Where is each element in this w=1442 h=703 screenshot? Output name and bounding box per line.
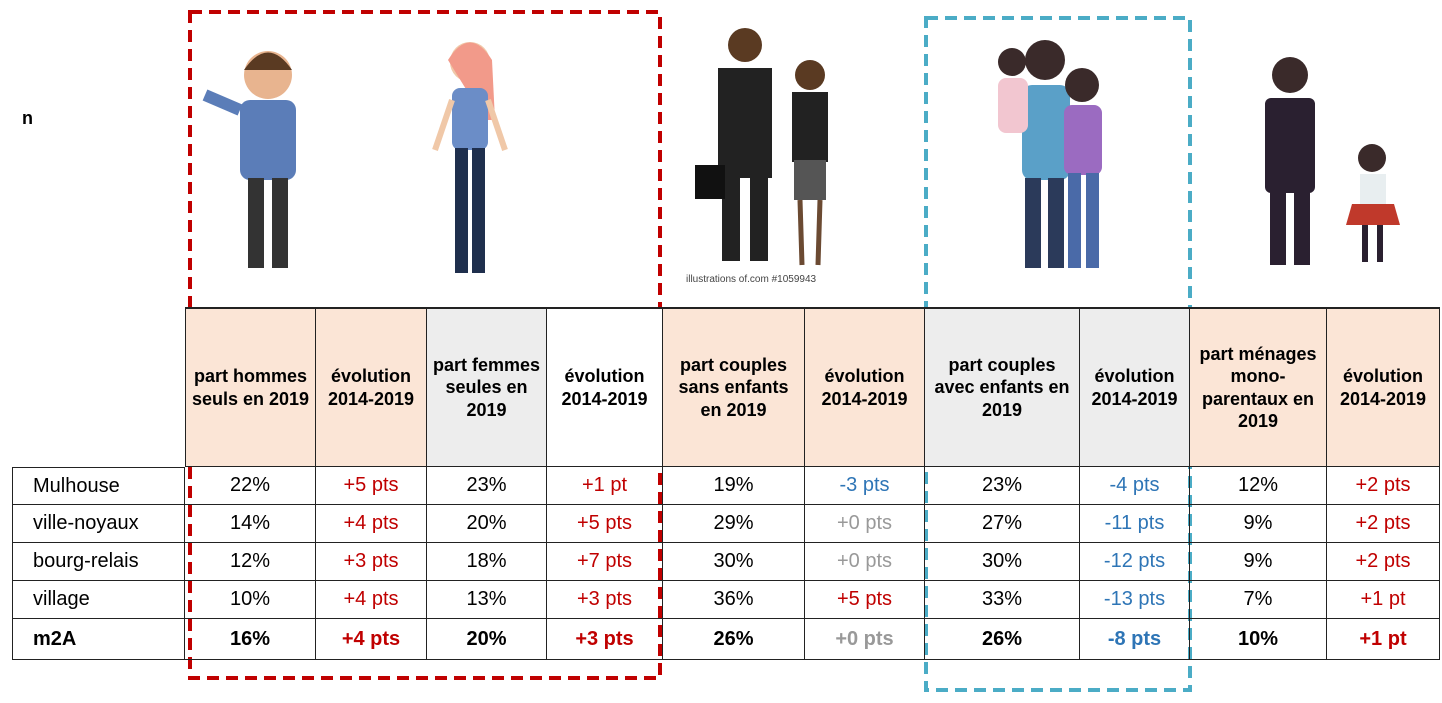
table-cell: +4 pts [316,619,427,660]
page: {"left_fragment": "n", "watermark": "ill… [0,0,1442,703]
table-cell: 22% [185,467,316,505]
table-cell: +3 pts [547,581,663,619]
table-cell: 14% [185,505,316,543]
column-header: évolution 2014-2019 [547,307,663,467]
column-header: évolution 2014-2019 [1080,307,1190,467]
column-header: évolution 2014-2019 [316,307,427,467]
table-cell: 18% [427,543,547,581]
column-header: part ménages mono-parentaux en 2019 [1190,307,1327,467]
column-header: part femmes seules en 2019 [427,307,547,467]
row-label: bourg-relais [12,543,185,581]
table-cell: +0 pts [805,543,925,581]
column-header: part couples sans enfants en 2019 [663,307,805,467]
table-cell: 12% [1190,467,1327,505]
table-cell: +0 pts [805,619,925,660]
table-cell: 10% [185,581,316,619]
table-cell: +1 pt [1327,581,1440,619]
table-cell: 20% [427,619,547,660]
table-cell: 29% [663,505,805,543]
table-cell: +3 pts [547,619,663,660]
row-label: ville-noyaux [12,505,185,543]
column-header: part couples avec enfants en 2019 [925,307,1080,467]
table-cell: +1 pt [547,467,663,505]
family-figure [998,40,1102,268]
row-label: village [12,581,185,619]
man-figure [205,51,296,268]
column-header: évolution 2014-2019 [805,307,925,467]
table-cell: -8 pts [1080,619,1190,660]
table-cell: -12 pts [1080,543,1190,581]
left-fragment: n [22,108,33,128]
table-cell: 20% [427,505,547,543]
watermark: illustrations of.com #1059943 [686,274,817,285]
table-cell: -11 pts [1080,505,1190,543]
table-cell: 23% [427,467,547,505]
table-cell: 23% [925,467,1080,505]
table-cell: +1 pt [1327,619,1440,660]
table-cell: 30% [925,543,1080,581]
table-cell: +4 pts [316,505,427,543]
table-cell: +4 pts [316,581,427,619]
table-cell: +5 pts [316,467,427,505]
table-cell: 12% [185,543,316,581]
row-label: Mulhouse [12,467,185,505]
couple-figure: illustrations of.com #1059943 [686,28,828,285]
table-cell: -13 pts [1080,581,1190,619]
table-cell: 26% [925,619,1080,660]
table-cell: 13% [427,581,547,619]
table-cell: +3 pts [316,543,427,581]
table-cell: 9% [1190,505,1327,543]
table-cell: 10% [1190,619,1327,660]
table-cell: 7% [1190,581,1327,619]
table-cell: 33% [925,581,1080,619]
table-cell: +5 pts [547,505,663,543]
table-cell: 19% [663,467,805,505]
table-cell: +7 pts [547,543,663,581]
table-cell: +2 pts [1327,543,1440,581]
table-cell: -3 pts [805,467,925,505]
table-cell: +2 pts [1327,467,1440,505]
table-cell: 36% [663,581,805,619]
row-label: m2A [12,619,185,660]
table-cell: 16% [185,619,316,660]
table-cell: +0 pts [805,505,925,543]
column-header: part hommes seuls en 2019 [185,307,316,467]
table-cell: 30% [663,543,805,581]
column-header: évolution 2014-2019 [1327,307,1440,467]
table-cell: +5 pts [805,581,925,619]
table-cell: 27% [925,505,1080,543]
table-cell: 9% [1190,543,1327,581]
table-cell: 26% [663,619,805,660]
woman-figure [435,42,505,273]
table-cell: +2 pts [1327,505,1440,543]
table-cell: -4 pts [1080,467,1190,505]
single-parent-figure [1265,57,1400,265]
